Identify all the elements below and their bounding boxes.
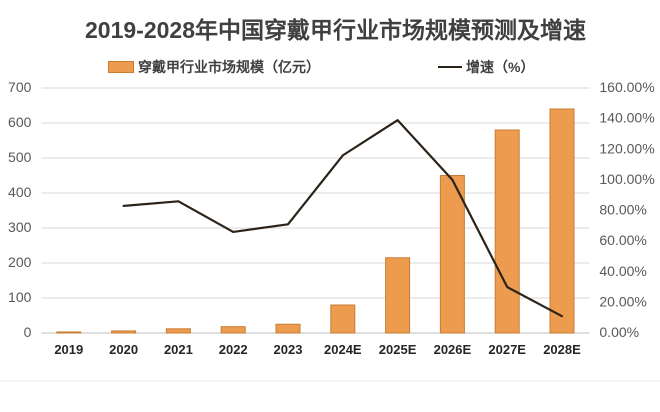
svg-text:2024E: 2024E — [324, 342, 362, 357]
svg-text:2020: 2020 — [109, 342, 138, 357]
svg-text:2026E: 2026E — [434, 342, 472, 357]
svg-text:100.00%: 100.00% — [599, 171, 654, 187]
svg-text:2023: 2023 — [274, 342, 303, 357]
svg-text:120.00%: 120.00% — [599, 140, 654, 156]
svg-text:0: 0 — [24, 324, 32, 340]
svg-text:0.00%: 0.00% — [599, 324, 639, 340]
svg-text:2028E: 2028E — [543, 342, 581, 357]
svg-text:40.00%: 40.00% — [599, 263, 646, 279]
svg-text:600: 600 — [8, 114, 32, 130]
svg-text:140.00%: 140.00% — [599, 110, 654, 126]
svg-text:2019: 2019 — [54, 342, 83, 357]
svg-text:400: 400 — [8, 184, 32, 200]
svg-text:200: 200 — [8, 254, 32, 270]
svg-text:2025E: 2025E — [379, 342, 417, 357]
svg-text:160.00%: 160.00% — [599, 79, 654, 95]
svg-text:2021: 2021 — [164, 342, 193, 357]
svg-text:2022: 2022 — [219, 342, 248, 357]
svg-text:300: 300 — [8, 219, 32, 235]
svg-text:2027E: 2027E — [488, 342, 526, 357]
svg-text:500: 500 — [8, 149, 32, 165]
svg-text:20.00%: 20.00% — [599, 293, 646, 309]
svg-text:700: 700 — [8, 79, 32, 95]
svg-text:80.00%: 80.00% — [599, 202, 646, 218]
svg-text:60.00%: 60.00% — [599, 232, 646, 248]
svg-text:100: 100 — [8, 289, 32, 305]
